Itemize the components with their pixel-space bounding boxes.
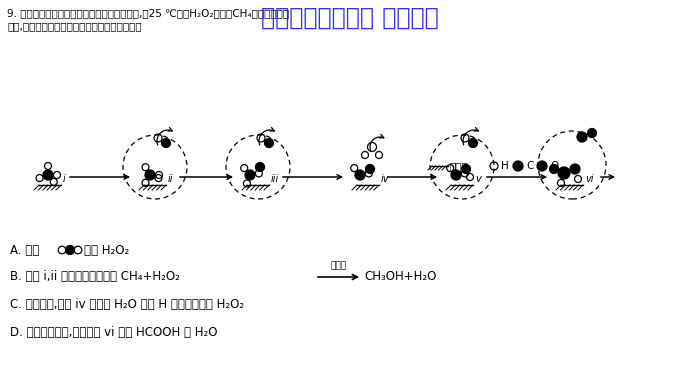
Text: A. 图中: A. 图中	[10, 243, 39, 256]
Text: iv: iv	[381, 174, 389, 184]
Text: iii: iii	[271, 174, 279, 184]
Circle shape	[66, 246, 74, 255]
Text: v: v	[475, 174, 481, 184]
Circle shape	[513, 161, 523, 171]
Circle shape	[265, 138, 274, 148]
Circle shape	[43, 170, 53, 180]
Text: C: C	[526, 161, 533, 171]
Circle shape	[461, 164, 470, 174]
Text: ii: ii	[168, 174, 174, 184]
Text: i: i	[63, 174, 66, 184]
Text: 催化剂: 催化剂	[330, 261, 346, 270]
Circle shape	[570, 164, 580, 174]
Circle shape	[558, 167, 570, 179]
Text: 代表 H₂O₂: 代表 H₂O₂	[84, 243, 130, 256]
Circle shape	[245, 170, 255, 180]
Text: B. 步骤 i,ii 的总反应方程式是 CH₄+H₂O₂: B. 步骤 i,ii 的总反应方程式是 CH₄+H₂O₂	[10, 270, 180, 283]
Text: 机物,其主要原理如图所示。下列说法不正确的是: 机物,其主要原理如图所示。下列说法不正确的是	[7, 21, 141, 31]
Text: D. 根据以上原理,推测步骤 vi 生成 HCOOH 和 H₂O: D. 根据以上原理,推测步骤 vi 生成 HCOOH 和 H₂O	[10, 325, 218, 338]
Text: vi: vi	[585, 174, 594, 184]
Circle shape	[365, 164, 375, 174]
Text: 9. 我国科学家研制出以石墨烯为载体的催化剂,在25 ℃下用H₂O₂直接将CH₄转化为含氧有: 9. 我国科学家研制出以石墨烯为载体的催化剂,在25 ℃下用H₂O₂直接将CH₄…	[7, 8, 289, 18]
Text: C. 由图可知,步骤 iv 生成的 H₂O 中的 H 原子全部来自 H₂O₂: C. 由图可知,步骤 iv 生成的 H₂O 中的 H 原子全部来自 H₂O₂	[10, 299, 244, 312]
Circle shape	[355, 170, 365, 180]
Circle shape	[577, 132, 587, 142]
Text: H: H	[501, 161, 509, 171]
Circle shape	[145, 170, 155, 180]
Text: O: O	[550, 161, 559, 171]
Text: CH₃OH+H₂O: CH₃OH+H₂O	[364, 270, 436, 283]
Circle shape	[537, 161, 547, 171]
Circle shape	[550, 164, 559, 174]
Circle shape	[451, 170, 461, 180]
Text: 微信公众号关注： 趋找答案: 微信公众号关注： 趋找答案	[261, 6, 439, 30]
Circle shape	[468, 138, 477, 148]
Circle shape	[162, 138, 171, 148]
Circle shape	[587, 128, 596, 138]
Text: 催化剂: 催化剂	[450, 161, 469, 171]
Circle shape	[256, 162, 265, 171]
